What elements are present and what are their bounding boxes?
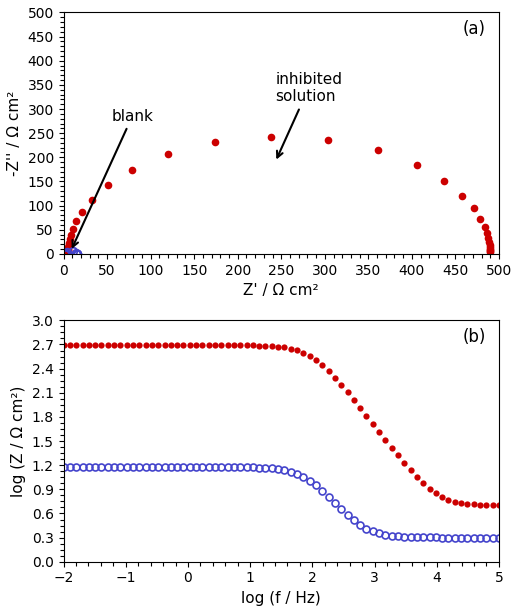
Text: (b): (b) xyxy=(462,327,486,346)
Text: blank: blank xyxy=(73,109,153,247)
Y-axis label: log (Z / Ω cm²): log (Z / Ω cm²) xyxy=(11,386,26,497)
Y-axis label: -Z'' / Ω cm²: -Z'' / Ω cm² xyxy=(7,91,22,176)
Text: inhibited
solution: inhibited solution xyxy=(275,72,342,158)
X-axis label: Z' / Ω cm²: Z' / Ω cm² xyxy=(243,283,319,298)
Text: (a): (a) xyxy=(463,20,486,37)
X-axis label: log (f / Hz): log (f / Hz) xyxy=(241,591,321,606)
